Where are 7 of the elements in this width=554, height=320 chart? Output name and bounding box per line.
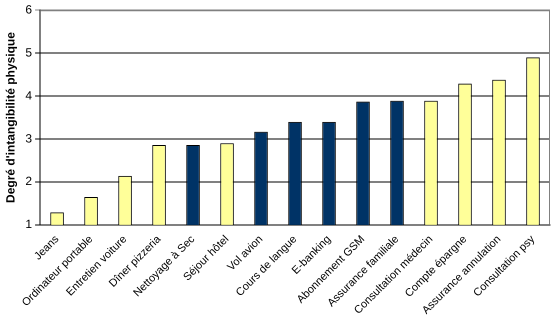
y-axis-title: Degré d'intangibilité physique bbox=[4, 32, 18, 203]
y-tick-label: 4 bbox=[25, 88, 32, 102]
y-tick-label: 5 bbox=[25, 45, 32, 60]
y-tick-label: 3 bbox=[25, 131, 32, 146]
y-tick-label: 6 bbox=[25, 2, 32, 17]
y-tick-label: 2 bbox=[25, 174, 32, 188]
y-tick-label: 1 bbox=[25, 217, 32, 232]
